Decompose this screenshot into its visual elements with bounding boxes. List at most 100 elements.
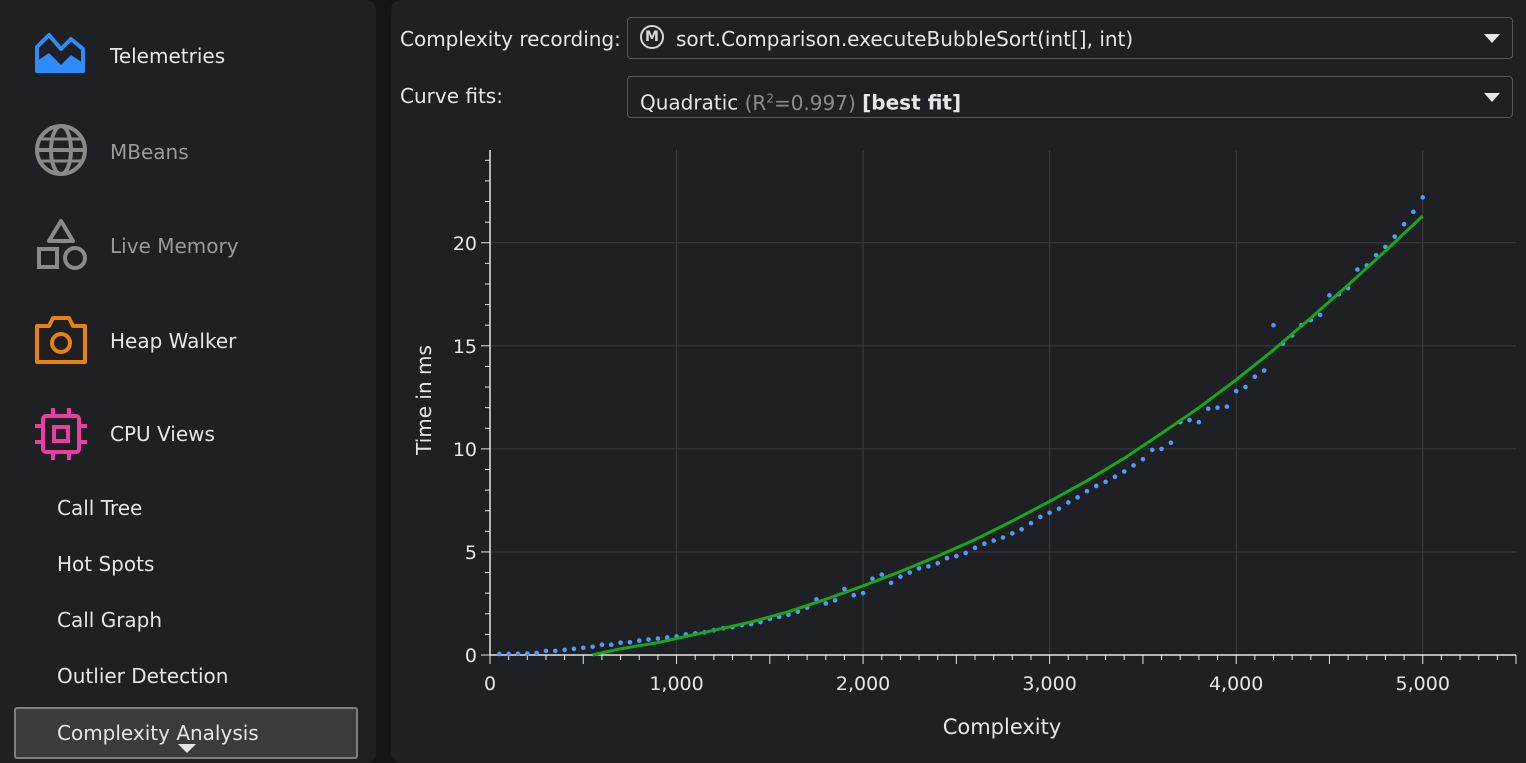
sidebar-item-label: MBeans xyxy=(110,140,189,164)
sidebar-item-label: CPU Views xyxy=(110,422,215,446)
fit-line xyxy=(592,214,1424,657)
sidebar-item-label: Telemetries xyxy=(110,44,226,68)
best-fit-tag: [best fit] xyxy=(862,90,962,115)
data-point xyxy=(1149,447,1155,453)
data-point xyxy=(580,645,586,651)
sidebar-item-telemetries[interactable]: Telemetries xyxy=(0,10,376,100)
data-point xyxy=(982,541,987,546)
data-points xyxy=(497,195,1426,657)
data-point xyxy=(879,572,885,577)
recording-label: Complexity recording: xyxy=(400,27,621,51)
data-point xyxy=(1224,404,1230,409)
data-point xyxy=(599,642,605,647)
y-tick-label: 20 xyxy=(453,233,477,255)
data-point xyxy=(1411,209,1416,215)
data-point xyxy=(944,555,950,561)
data-point xyxy=(1000,535,1006,540)
x-tick-label: 3,000 xyxy=(1022,673,1076,695)
data-point xyxy=(1261,368,1267,373)
telemetries-icon xyxy=(35,33,85,73)
chart-grid xyxy=(490,150,1516,655)
data-point xyxy=(1019,526,1024,532)
x-tick-label: 5,000 xyxy=(1396,673,1450,695)
cpu-chip-icon xyxy=(35,408,87,460)
data-point xyxy=(655,636,661,641)
data-point xyxy=(618,640,623,645)
data-point xyxy=(1093,483,1099,489)
x-tick-label: 4,000 xyxy=(1209,673,1263,695)
sidebar-item-mbeans[interactable]: MBeans xyxy=(0,105,376,195)
recording-value: sort.Comparison.executeBubbleSort(int[],… xyxy=(676,27,1134,51)
data-point xyxy=(832,598,838,603)
data-point xyxy=(1140,456,1146,462)
fit-r-squared: (R2=0.997) xyxy=(744,90,856,115)
data-point xyxy=(1010,531,1015,536)
chart-axes: 0 1,000 2,000 3,000 4,000 5,000 0 5 10 15 20 xyxy=(453,150,1517,695)
data-point xyxy=(907,570,913,575)
data-point xyxy=(1028,520,1034,526)
data-point xyxy=(1243,384,1248,390)
data-point xyxy=(786,612,791,618)
complexity-chart: 0 1,000 2,000 3,000 4,000 5,000 0 5 10 15 20 Compl… xyxy=(412,150,1517,739)
y-tick-label: 10 xyxy=(453,439,477,461)
data-point xyxy=(1084,488,1090,494)
data-point xyxy=(898,574,903,579)
curve-fits-select[interactable]: Quadratic (R2=0.997) [best fit] xyxy=(627,76,1513,118)
chevron-down-icon[interactable] xyxy=(1484,93,1500,102)
data-point xyxy=(1121,469,1127,474)
data-point xyxy=(534,650,539,656)
data-point xyxy=(636,638,642,643)
data-point xyxy=(916,566,922,571)
data-point xyxy=(842,586,847,592)
sidebar-item-outlier-detection[interactable]: Outlier Detection xyxy=(57,664,229,688)
data-point xyxy=(1392,234,1398,239)
sidebar: Telemetries MBeans Live Memory Heap Walk… xyxy=(0,0,376,763)
y-tick-label: 5 xyxy=(465,542,477,564)
fit-curve xyxy=(592,214,1424,657)
data-point xyxy=(963,550,968,556)
data-point xyxy=(497,651,502,657)
data-point xyxy=(1252,374,1258,380)
data-point xyxy=(870,576,875,582)
data-point xyxy=(543,648,549,654)
curve-fit-value: Quadratic (R2=0.997) [best fit] xyxy=(640,86,961,115)
data-point xyxy=(935,560,941,566)
globe-icon xyxy=(35,124,87,176)
chevron-down-icon[interactable] xyxy=(1484,34,1500,43)
sidebar-item-live-memory[interactable]: Live Memory xyxy=(0,200,376,290)
y-tick-label: 0 xyxy=(465,645,477,667)
sidebar-item-cpu-views[interactable]: CPU Views xyxy=(0,390,376,480)
data-point xyxy=(1168,440,1174,445)
sidebar-item-hot-spots[interactable]: Hot Spots xyxy=(57,552,155,576)
recording-select[interactable]: M sort.Comparison.executeBubbleSort(int[… xyxy=(627,17,1513,59)
data-point xyxy=(1196,419,1202,425)
camera-icon xyxy=(35,316,87,364)
data-point xyxy=(991,538,996,543)
data-point xyxy=(1327,293,1332,298)
data-point xyxy=(1131,463,1136,468)
x-tick-label: 1,000 xyxy=(649,673,703,695)
sidebar-item-call-tree[interactable]: Call Tree xyxy=(57,496,143,520)
data-point xyxy=(1065,500,1071,505)
data-point xyxy=(1420,195,1426,200)
data-point xyxy=(1159,446,1164,452)
data-point xyxy=(1103,479,1108,485)
scroll-down-arrow-icon[interactable] xyxy=(178,744,196,753)
curve-fits-label: Curve fits: xyxy=(400,84,503,108)
method-icon: M xyxy=(640,25,664,49)
data-point xyxy=(1233,388,1239,394)
sidebar-item-call-graph[interactable]: Call Graph xyxy=(57,608,163,632)
complexity-panel: Complexity recording: M sort.Comparison.… xyxy=(391,0,1526,763)
data-point xyxy=(1373,252,1379,258)
data-point xyxy=(1205,406,1211,411)
data-point xyxy=(1215,405,1220,410)
data-point xyxy=(646,637,651,642)
data-point xyxy=(627,639,633,645)
x-axis-label: Complexity xyxy=(943,715,1062,739)
x-tick-label: 2,000 xyxy=(836,673,890,695)
data-point xyxy=(860,590,866,596)
x-tick-label: 0 xyxy=(484,673,496,695)
data-point xyxy=(888,580,894,586)
data-point xyxy=(972,545,978,551)
sidebar-item-heap-walker[interactable]: Heap Walker xyxy=(0,295,376,385)
